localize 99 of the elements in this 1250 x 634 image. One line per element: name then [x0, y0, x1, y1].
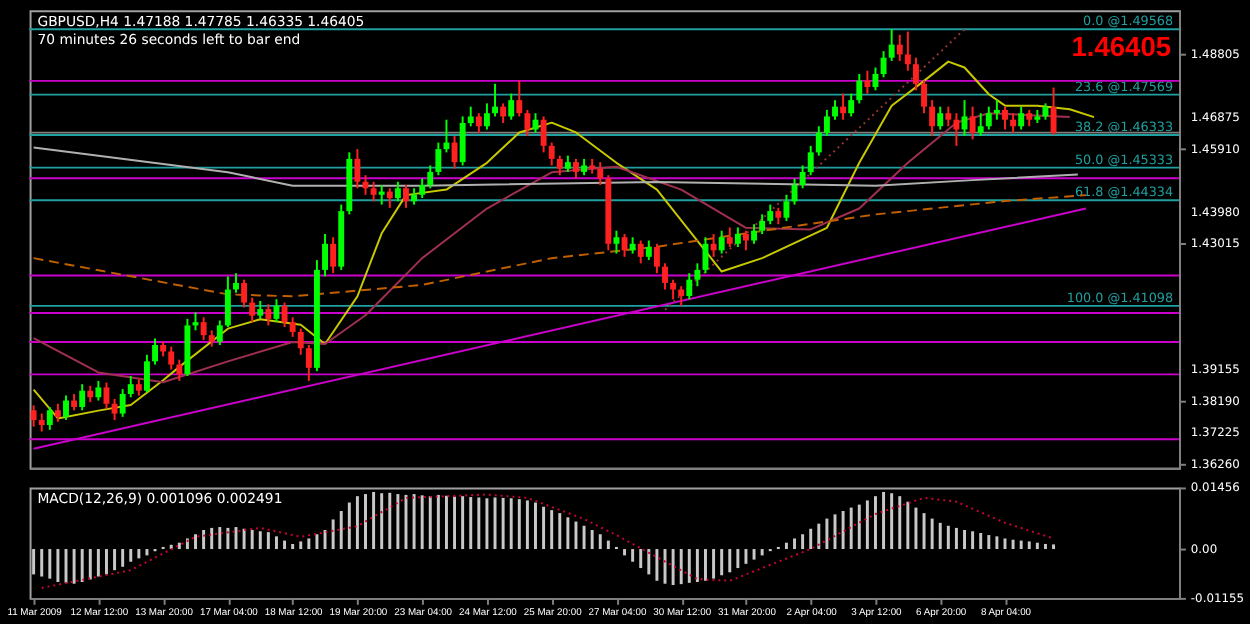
candlestick: [718, 229, 725, 255]
candlestick: [200, 316, 207, 342]
candlestick: [759, 213, 766, 235]
candlestick: [653, 242, 660, 275]
candlestick: [540, 115, 547, 154]
candlestick: [127, 375, 134, 399]
candlestick: [548, 141, 555, 167]
candlestick: [152, 337, 158, 366]
candlestick: [459, 115, 466, 167]
candlestick: [451, 135, 458, 170]
candlestick: [435, 141, 442, 177]
candlestick: [63, 394, 69, 422]
candlestick: [289, 316, 296, 338]
candlestick: [670, 278, 677, 301]
candlestick: [726, 226, 733, 249]
candlestick: [1002, 105, 1008, 131]
candlestick: [249, 296, 256, 324]
candlestick: [330, 236, 337, 275]
candlestick: [799, 164, 806, 190]
candlestick: [734, 226, 741, 249]
candlestick: [767, 203, 774, 226]
candlestick: [686, 272, 693, 301]
candlestick: [30, 404, 37, 428]
candlestick: [929, 99, 936, 138]
candlestick: [95, 379, 102, 402]
candlestick: [896, 33, 903, 62]
candlestick: [856, 73, 863, 105]
candlestick: [297, 327, 304, 356]
candlestick: [985, 105, 992, 131]
candlestick: [443, 118, 450, 154]
candlestick: [483, 102, 490, 131]
candlestick: [710, 233, 717, 258]
candlestick: [322, 233, 328, 278]
annotation: 1.46405: [1071, 31, 1172, 62]
candlestick: [904, 30, 911, 72]
candlestick: [500, 102, 507, 124]
candlestick: [815, 125, 822, 157]
candlestick: [233, 272, 239, 294]
candlestick: [613, 229, 620, 255]
candlestick: [354, 148, 361, 190]
candlestick: [508, 92, 515, 121]
candlestick: [751, 223, 758, 245]
candlestick: [783, 193, 790, 222]
candlestick: [678, 285, 685, 307]
candlestick: [977, 112, 984, 138]
candlestick: [921, 79, 927, 115]
candlestick: [880, 50, 887, 79]
candlestick: [176, 358, 183, 382]
candlestick: [807, 144, 814, 177]
candlestick: [1010, 112, 1017, 134]
candlestick: [993, 99, 1000, 121]
candlestick: [840, 92, 847, 121]
candlestick: [394, 180, 401, 203]
candlestick: [969, 105, 976, 141]
candlestick: [864, 69, 871, 95]
candlestick: [111, 397, 118, 422]
candlestick: [216, 319, 223, 346]
candlestick: [832, 99, 838, 121]
candlestick: [573, 157, 579, 180]
candlestick: [912, 56, 919, 92]
candlestick: [524, 108, 531, 138]
candlestick: [961, 99, 968, 138]
candlestick: [305, 344, 312, 382]
candlestick: [419, 177, 426, 200]
candlestick: [370, 180, 377, 203]
candlestick: [168, 345, 175, 371]
candlestick: [403, 184, 409, 209]
candlestick: [46, 406, 53, 431]
candlestick: [119, 388, 126, 418]
candlestick: [143, 353, 150, 394]
candlestick: [597, 161, 604, 187]
candlestick: [645, 239, 652, 262]
candlestick: [823, 108, 830, 138]
candlestick: [848, 92, 855, 118]
candlestick: [662, 262, 668, 291]
candlestick: [492, 82, 498, 118]
candlestick: [79, 383, 86, 412]
candlestick: [1018, 105, 1025, 131]
candlestick: [378, 184, 385, 206]
candlestick: [241, 278, 248, 309]
candlestick: [945, 105, 952, 128]
line-series: [40, 493, 1055, 589]
candlestick: [694, 262, 701, 288]
candlestick: [953, 112, 960, 147]
candlestick: [1050, 86, 1057, 136]
candlestick: [427, 164, 434, 190]
candlestick: [265, 303, 272, 327]
candlestick: [281, 301, 288, 329]
candlestick: [224, 275, 231, 329]
candlestick: [743, 229, 749, 252]
candlestick: [937, 105, 944, 131]
candlestick: [386, 187, 393, 209]
candlestick: [637, 239, 644, 265]
candlestick: [556, 154, 563, 177]
line-series: [32, 112, 1071, 384]
candlestick: [888, 28, 895, 62]
candlestick: [467, 105, 474, 128]
candlestick: [516, 79, 523, 118]
candlestick: [475, 112, 482, 134]
